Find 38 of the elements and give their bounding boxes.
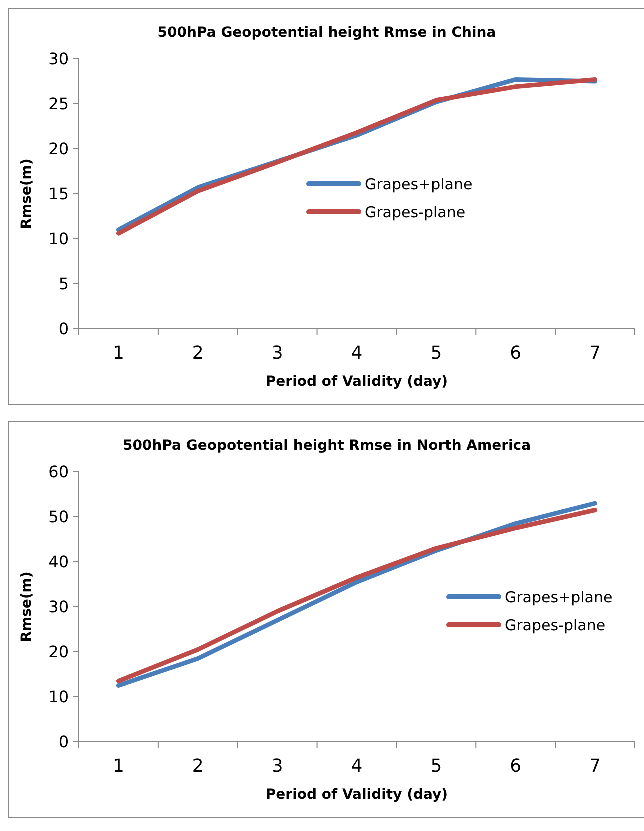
y-tick-label: 30 (48, 598, 69, 617)
x-tick-label: 7 (590, 756, 602, 777)
x-tick-label: 5 (430, 756, 442, 777)
x-axis-title: Period of Validity (day) (266, 374, 448, 390)
x-tick-label: 3 (272, 756, 284, 777)
y-tick-label: 10 (48, 688, 69, 707)
y-tick-label: 5 (58, 274, 69, 294)
y-tick-label: 60 (48, 462, 69, 482)
x-tick-label: 1 (112, 343, 124, 364)
y-tick-label: 50 (48, 508, 69, 527)
x-tick-label: 2 (192, 756, 204, 777)
chart-title: 500hPa Geopotential height Rmse in North America (122, 438, 532, 454)
y-tick-label: 25 (48, 94, 69, 114)
legend-label: Grapes-plane (505, 616, 606, 634)
legend-label: Grapes+plane (505, 588, 613, 606)
y-tick-label: 40 (48, 552, 69, 572)
x-tick-label: 3 (272, 343, 284, 364)
y-tick-label: 20 (48, 140, 69, 159)
x-tick-label: 4 (351, 756, 363, 777)
x-axis-title: Period of Validity (day) (266, 787, 448, 803)
y-tick-label: 0 (58, 732, 69, 752)
chart-title: 500hPa Geopotential height Rmse in China (158, 25, 496, 41)
x-tick-label: 6 (510, 756, 522, 777)
y-tick-label: 0 (58, 320, 69, 339)
x-tick-label: 7 (590, 343, 602, 364)
x-tick-label: 5 (430, 343, 442, 364)
x-tick-label: 4 (351, 343, 363, 364)
x-tick-label: 6 (510, 343, 522, 364)
y-tick-label: 10 (48, 230, 69, 249)
y-tick-label: 20 (48, 642, 69, 662)
x-tick-label: 1 (112, 756, 124, 777)
y-tick-label: 30 (48, 50, 69, 69)
y-axis-title: Rmse(m) (19, 158, 35, 230)
x-tick-label: 2 (192, 343, 204, 364)
y-axis-title: Rmse(m) (19, 572, 35, 642)
y-tick-label: 15 (48, 184, 69, 204)
legend-label: Grapes-plane (365, 203, 466, 222)
legend-label: Grapes+plane (365, 175, 473, 194)
